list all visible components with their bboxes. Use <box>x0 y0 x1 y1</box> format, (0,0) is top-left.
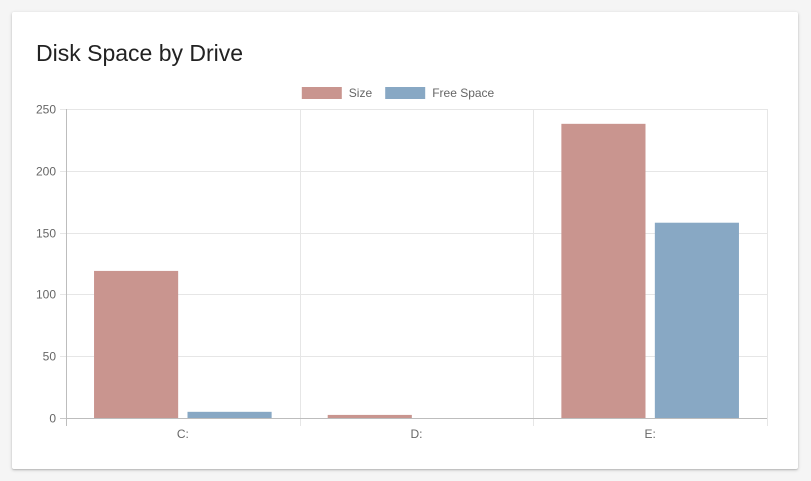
legend-swatch-size[interactable] <box>301 87 342 99</box>
y-tick-label: 250 <box>36 103 56 117</box>
x-tick-label: C: <box>177 427 189 441</box>
bars <box>94 123 739 418</box>
x-tick-label: E: <box>644 427 655 441</box>
bar-free-space-c[interactable] <box>187 411 272 418</box>
legend-label-size[interactable]: Size <box>349 86 373 100</box>
legend-swatch-free-space[interactable] <box>385 87 426 99</box>
y-tick-label: 100 <box>36 288 56 302</box>
y-tick-label: 150 <box>36 227 56 241</box>
bar-size-c[interactable] <box>94 270 179 418</box>
bar-size-d[interactable] <box>327 414 412 418</box>
legend[interactable]: Size Free Space <box>301 86 495 100</box>
x-tick-label: D: <box>411 427 423 441</box>
y-tick-label: 0 <box>49 412 56 426</box>
axis-labels: 0 50 100 150 200 250 C: D: E: <box>36 103 656 442</box>
legend-label-free-space[interactable]: Free Space <box>432 86 494 100</box>
axes <box>66 109 767 426</box>
bar-free-space-e[interactable] <box>654 222 739 418</box>
bar-size-e[interactable] <box>561 123 646 418</box>
y-tick-label: 200 <box>36 165 56 179</box>
chart-title: Disk Space by Drive <box>36 40 244 66</box>
y-tick-label: 50 <box>43 350 57 364</box>
